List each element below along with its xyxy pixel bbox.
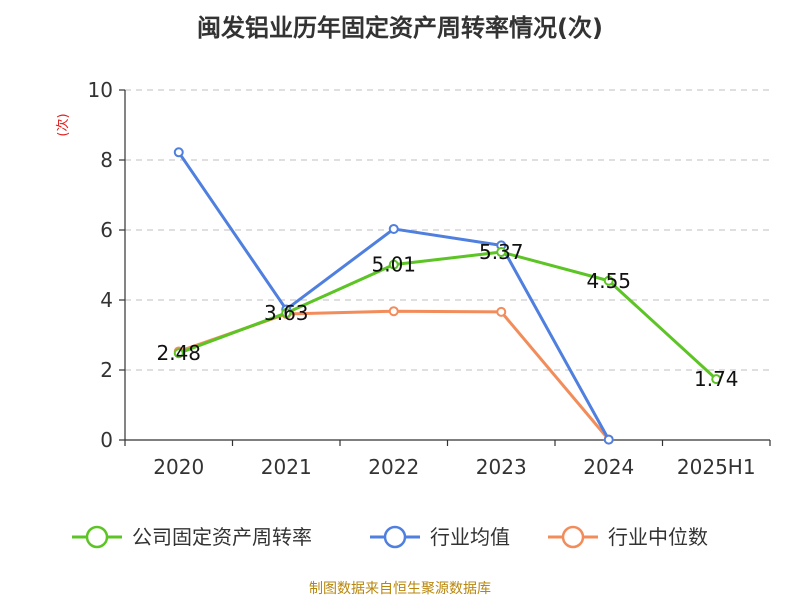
data-point — [173, 147, 184, 158]
y-axis-label: (次) — [55, 113, 71, 136]
data-point — [173, 348, 184, 359]
y-tick-label: 4 — [100, 288, 113, 312]
series-line — [178, 250, 718, 381]
data-label: 3.63 — [264, 301, 309, 325]
legend-marker — [561, 525, 585, 549]
data-label: 4.55 — [586, 269, 631, 293]
series-line — [177, 151, 611, 441]
data-label: 5.01 — [371, 253, 416, 277]
y-tick-label: 2 — [100, 358, 113, 382]
y-tick-label: 10 — [88, 78, 113, 102]
data-point — [388, 306, 399, 317]
data-point — [496, 247, 507, 258]
y-tick-label: 0 — [100, 428, 113, 452]
x-tick-label: 2020 — [153, 455, 204, 479]
legend-label: 行业中位数 — [608, 525, 708, 549]
data-label: 1.74 — [694, 367, 739, 391]
x-tick-label: 2023 — [476, 455, 527, 479]
y-tick-label: 8 — [100, 148, 113, 172]
data-point — [603, 434, 614, 445]
chart-title: 闽发铝业历年固定资产周转率情况(次) — [197, 14, 603, 42]
data-point — [711, 374, 722, 385]
data-point — [603, 275, 614, 286]
data-point — [496, 306, 507, 317]
x-tick-label: 2025H1 — [677, 455, 756, 479]
x-tick-label: 2022 — [368, 455, 419, 479]
data-label: 2.48 — [156, 341, 201, 365]
data-point — [281, 307, 292, 318]
data-point — [388, 223, 399, 234]
x-tick-label: 2024 — [583, 455, 634, 479]
data-label: 5.37 — [479, 240, 524, 264]
source-footer: 制图数据来自恒生聚源数据库 — [309, 581, 491, 597]
legend-label: 行业均值 — [430, 525, 510, 549]
legend-label: 公司固定资产周转率 — [132, 525, 312, 549]
legend-marker — [85, 525, 109, 549]
legend-marker — [383, 525, 407, 549]
data-point — [388, 259, 399, 270]
y-tick-label: 6 — [100, 218, 113, 242]
x-tick-label: 2021 — [261, 455, 312, 479]
